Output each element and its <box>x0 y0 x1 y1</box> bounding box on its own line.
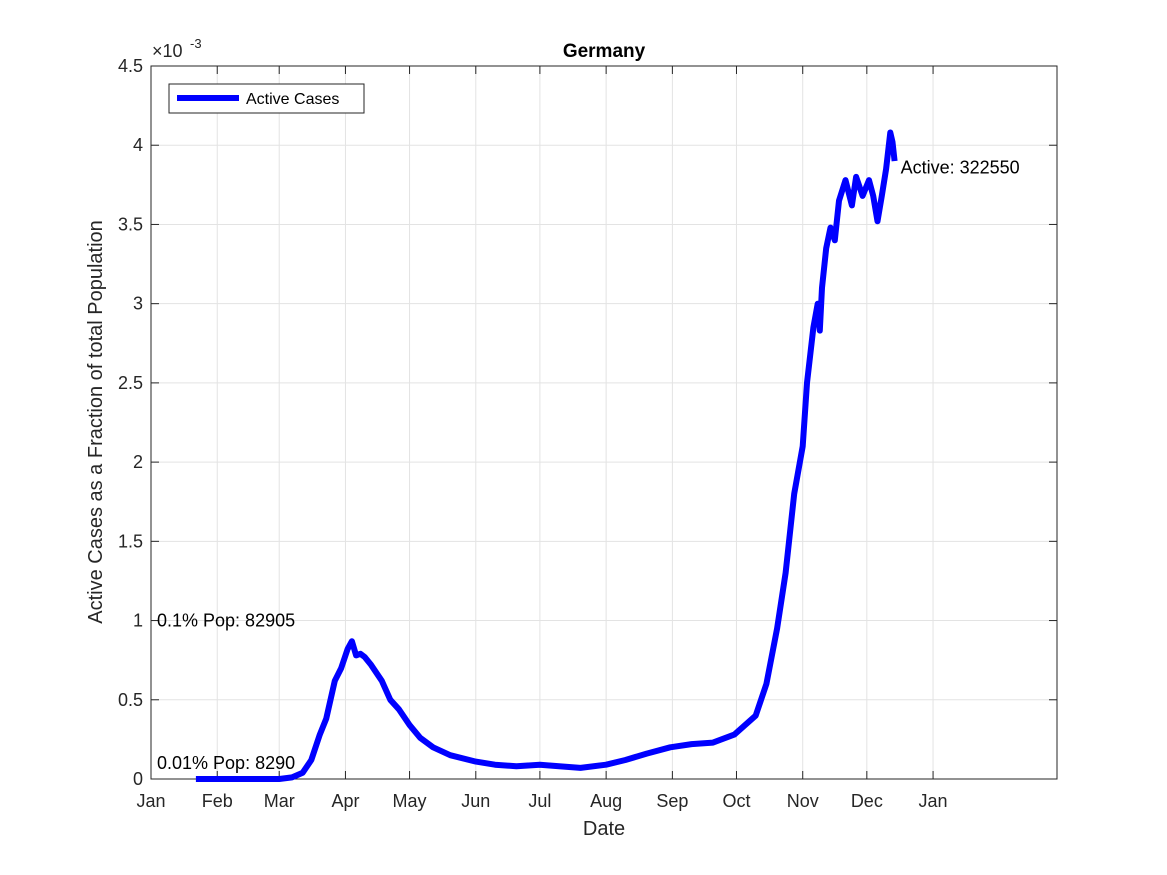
y-tick-label: 0.5 <box>118 690 143 710</box>
x-tick-label: Sep <box>656 791 688 811</box>
x-tick-label: Jan <box>136 791 165 811</box>
y-exponent: ×10 -3 <box>152 36 202 61</box>
y-exponent-power: -3 <box>190 36 202 51</box>
x-tick-label: Oct <box>722 791 750 811</box>
y-tick-label: 1.5 <box>118 531 143 551</box>
axes-box <box>150 65 1058 780</box>
x-tick-label: Jun <box>461 791 490 811</box>
annotation-label: 0.01% Pop: 8290 <box>157 753 295 773</box>
x-tick-label: Apr <box>331 791 359 811</box>
x-tick-label: Nov <box>787 791 819 811</box>
x-tick-label: Dec <box>851 791 883 811</box>
annotation-label: 0.1% Pop: 82905 <box>157 611 295 631</box>
legend: Active Cases <box>168 83 365 114</box>
y-axis-label: Active Cases as a Fraction of total Popu… <box>85 220 107 624</box>
x-ticks: Jan Feb Mar Apr May Jun Jul Aug Sep Oct Nov Dec Jan <box>136 66 948 811</box>
y-tick-label: 3.5 <box>118 214 143 234</box>
y-tick-label: 0 <box>133 769 143 789</box>
annotation-label: Active: 322550 <box>901 157 1020 177</box>
series-line-active-cases <box>195 129 898 782</box>
x-tick-label: Mar <box>264 791 295 811</box>
series-layer <box>195 129 898 782</box>
y-tick-label: 4 <box>133 135 143 155</box>
x-tick-label: Jul <box>528 791 551 811</box>
y-tick-label: 2 <box>133 452 143 472</box>
axes-background <box>151 66 1057 779</box>
annotations: 0.1% Pop: 82905 0.01% Pop: 8290 Active: 32… <box>157 157 1020 773</box>
y-tick-label: 3 <box>133 294 143 314</box>
y-ticks: 0 0.5 1 1.5 2 2.5 3 3.5 4 4.5 <box>118 56 1057 789</box>
y-tick-label: 2.5 <box>118 373 143 393</box>
x-tick-label: Feb <box>202 791 233 811</box>
legend-label: Active Cases <box>246 91 339 108</box>
x-tick-label: May <box>393 791 427 811</box>
y-exponent-base: ×10 <box>152 41 183 61</box>
x-axis-label: Date <box>583 818 625 840</box>
x-tick-label: Aug <box>590 791 622 811</box>
chart-title: Germany <box>563 41 646 62</box>
y-tick-label: 1 <box>133 611 143 631</box>
x-tick-label: Jan <box>919 791 948 811</box>
y-tick-label: 4.5 <box>118 56 143 76</box>
